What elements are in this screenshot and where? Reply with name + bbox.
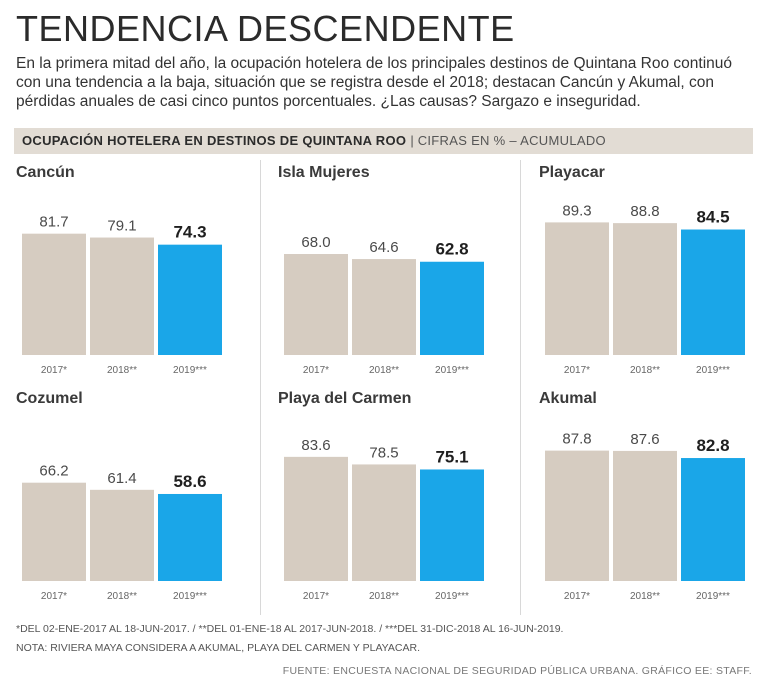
bar <box>158 493 222 581</box>
category-label: 2017* <box>564 365 590 376</box>
bar <box>613 223 677 355</box>
panel-title: Cozumel <box>16 390 83 407</box>
chart-panel-playacar: Playacar 89.3 2017* 88.8 2018** 84.5 2019*** <box>537 164 768 389</box>
category-label: 2018** <box>369 591 399 602</box>
panel-title: Playacar <box>539 164 605 181</box>
data-label: 64.6 <box>369 239 398 256</box>
bar <box>545 450 609 581</box>
category-label: 2017* <box>41 365 67 376</box>
panel-title: Isla Mujeres <box>278 164 370 181</box>
intro-paragraph: En la primera mitad del año, la ocupació… <box>16 55 733 110</box>
category-label: 2019*** <box>173 591 207 602</box>
data-label: 84.5 <box>696 208 729 227</box>
panel-title: Akumal <box>539 390 597 407</box>
category-label: 2018** <box>107 365 137 376</box>
band-title: OCUPACIÓN HOTELERA EN DESTINOS DE QUINTA… <box>22 133 407 148</box>
bar <box>681 229 745 355</box>
data-label: 87.8 <box>562 431 591 448</box>
data-label: 88.8 <box>630 203 659 220</box>
data-label: 62.8 <box>435 240 468 259</box>
band-subtitle: CIFRAS EN % – ACUMULADO <box>417 133 606 148</box>
data-label: 68.0 <box>301 234 330 251</box>
category-label: 2019*** <box>435 591 469 602</box>
category-label: 2018** <box>630 591 660 602</box>
panel-title: Playa del Carmen <box>278 390 412 407</box>
band-separator: | <box>410 133 414 148</box>
category-label: 2017* <box>41 591 67 602</box>
bar-chart: 87.8 2017* 87.6 2018** 82.8 2019*** <box>545 431 745 602</box>
data-label: 89.3 <box>562 202 591 219</box>
data-label: 74.3 <box>173 223 206 242</box>
data-label: 58.6 <box>173 472 206 491</box>
chart-panel-cozumel: Cozumel 66.2 2017* 61.4 2018** 58.6 2019*** <box>14 390 254 615</box>
data-label: 83.6 <box>301 437 330 454</box>
bar-chart: 89.3 2017* 88.8 2018** 84.5 2019*** <box>545 202 745 376</box>
category-label: 2017* <box>303 365 329 376</box>
source-credit: FUENTE: ENCUESTA NACIONAL DE SEGURIDAD P… <box>282 665 752 677</box>
category-label: 2018** <box>369 365 399 376</box>
data-label: 75.1 <box>435 447 468 466</box>
bar <box>613 450 677 581</box>
data-label: 61.4 <box>107 470 136 487</box>
category-label: 2017* <box>303 591 329 602</box>
bar <box>90 489 154 581</box>
chart-band-text: OCUPACIÓN HOTELERA EN DESTINOS DE QUINTA… <box>22 133 606 148</box>
page-title: TENDENCIA DESCENDENTE <box>16 8 515 49</box>
bar <box>22 233 86 355</box>
bar <box>284 254 348 355</box>
data-label: 87.6 <box>630 431 659 448</box>
bar <box>352 259 416 355</box>
chart-panel-akumal: Akumal 87.8 2017* 87.6 2018** 82.8 2019*** <box>537 390 768 615</box>
panel-title: Cancún <box>16 164 75 181</box>
bar <box>352 464 416 581</box>
category-label: 2019*** <box>696 591 730 602</box>
chart-panel-playa-del-carmen: Playa del Carmen 83.6 2017* 78.5 2018** 75.1… <box>276 390 516 615</box>
data-label: 79.1 <box>107 218 136 235</box>
column-divider <box>520 160 521 615</box>
bar <box>22 482 86 581</box>
footnote-note: NOTA: RIVIERA MAYA CONSIDERA A AKUMAL, P… <box>16 642 420 654</box>
data-label: 78.5 <box>369 444 398 461</box>
category-label: 2018** <box>107 591 137 602</box>
bar-chart: 83.6 2017* 78.5 2018** 75.1 2019*** <box>284 437 484 602</box>
category-label: 2018** <box>630 365 660 376</box>
category-label: 2019*** <box>696 365 730 376</box>
bar-chart: 68.0 2017* 64.6 2018** 62.8 2019*** <box>284 234 484 376</box>
bar <box>681 458 745 581</box>
chart-panel-cancun: Cancún 81.7 2017* 79.1 2018** 74.3 2019*** <box>14 164 254 389</box>
bar <box>90 237 154 355</box>
bar <box>158 244 222 355</box>
category-label: 2019*** <box>435 365 469 376</box>
bar <box>284 456 348 581</box>
data-label: 66.2 <box>39 463 68 480</box>
category-label: 2017* <box>564 591 590 602</box>
chart-panel-isla-mujeres: Isla Mujeres 68.0 2017* 64.6 2018** 62.8 2019… <box>276 164 516 389</box>
bar <box>420 261 484 355</box>
chart-band: OCUPACIÓN HOTELERA EN DESTINOS DE QUINTA… <box>14 128 753 154</box>
footnote-dates: *DEL 02-ENE-2017 AL 18-JUN-2017. / **DEL… <box>16 623 564 635</box>
column-divider <box>260 160 261 615</box>
bar <box>545 222 609 355</box>
bar-chart: 66.2 2017* 61.4 2018** 58.6 2019*** <box>22 463 222 602</box>
bar <box>420 469 484 581</box>
data-label: 81.7 <box>39 214 68 231</box>
data-label: 82.8 <box>696 436 729 455</box>
category-label: 2019*** <box>173 365 207 376</box>
bar-chart: 81.7 2017* 79.1 2018** 74.3 2019*** <box>22 214 222 376</box>
